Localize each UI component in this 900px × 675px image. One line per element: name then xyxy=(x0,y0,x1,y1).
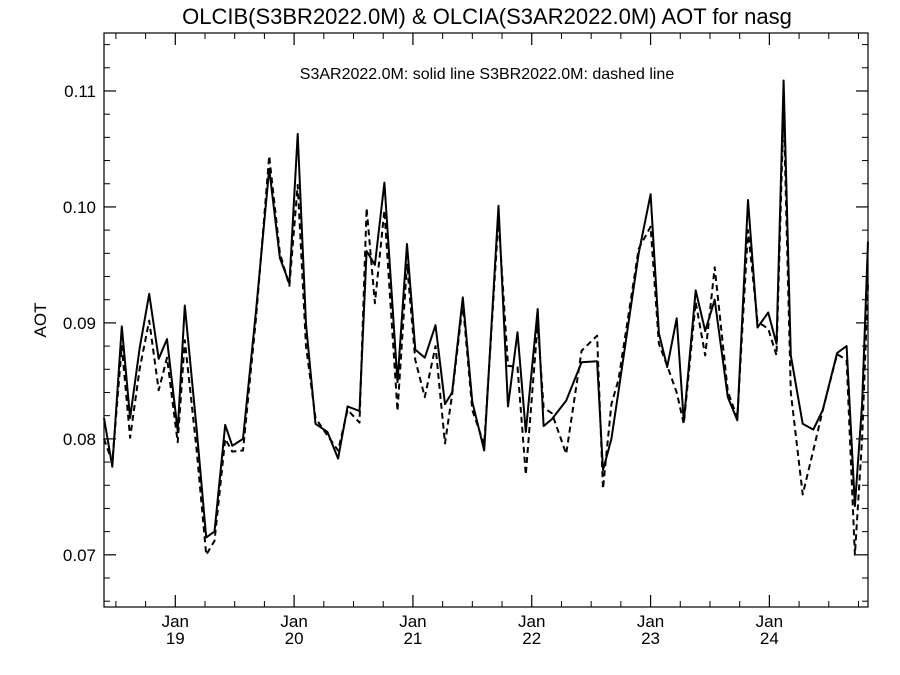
y-tick-label: 0.11 xyxy=(64,82,96,101)
series-line-s3ar2022-0m xyxy=(103,79,869,539)
x-tick-label-day: 21 xyxy=(403,629,422,648)
series-layer xyxy=(103,79,869,556)
x-tick-label-day: 23 xyxy=(641,629,660,648)
x-tick-label-month: Jan xyxy=(399,612,426,631)
x-tick-label-day: 24 xyxy=(760,629,779,648)
legend-text: S3AR2022.0M: solid line S3BR2022.0M: das… xyxy=(300,66,675,83)
x-tick-label-day: 22 xyxy=(522,629,541,648)
x-tick-label-day: 19 xyxy=(166,629,185,648)
x-tick-label-month: Jan xyxy=(162,612,189,631)
x-tick-label-month: Jan xyxy=(518,612,545,631)
y-tick-label: 0.07 xyxy=(63,546,96,565)
y-tick-label: 0.09 xyxy=(63,314,96,333)
chart-title: OLCIB(S3BR2022.0M) & OLCIA(S3AR2022.0M) … xyxy=(182,4,792,29)
y-tick-label: 0.08 xyxy=(63,430,96,449)
y-axis-label: AOT xyxy=(31,303,50,338)
x-axis-minor-ticks xyxy=(115,33,859,607)
y-tick-label: 0.10 xyxy=(63,198,96,217)
y-axis-ticks: 0.07 0.08 0.09 0.10 0.11 xyxy=(63,44,868,602)
x-tick-label-day: 20 xyxy=(285,629,304,648)
x-tick-label-month: Jan xyxy=(756,612,783,631)
x-tick-label-month: Jan xyxy=(280,612,307,631)
plot-frame xyxy=(103,32,869,608)
series-line-s3br2022-0m xyxy=(103,105,869,556)
x-tick-label-month: Jan xyxy=(637,612,664,631)
